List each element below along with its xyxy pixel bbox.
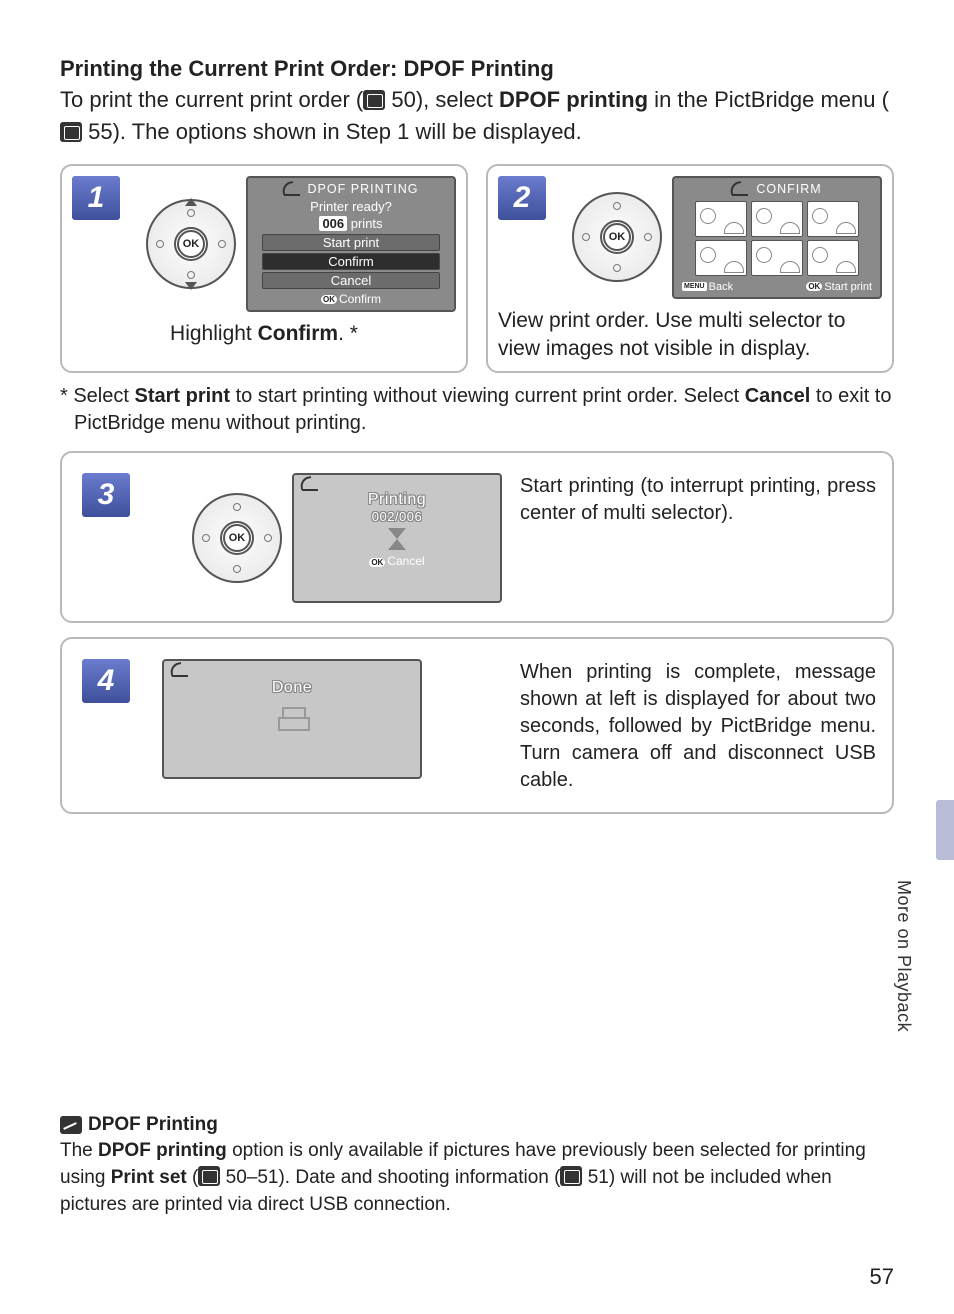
page-number: 57	[870, 1264, 894, 1290]
step-2-card: 2 OK CONFIRM MENUBack OKStart print View…	[486, 164, 894, 374]
footnote-bold: Cancel	[745, 385, 811, 407]
side-tab	[936, 800, 954, 860]
step-3-card: 3 OK Printing 002/006 OKCancel Start pri…	[60, 451, 894, 623]
multi-selector-dial: OK	[572, 192, 662, 282]
intro-text: 55). The options shown in Step 1 will be…	[82, 119, 582, 144]
camera-screen-printing: Printing 002/006 OKCancel	[292, 473, 502, 603]
mode-icon	[284, 184, 300, 196]
page-ref-icon	[363, 90, 385, 110]
step-caption: Start printing (to interrupt printing, p…	[512, 463, 882, 613]
step-number: 3	[82, 473, 130, 517]
note-bold: Print set	[111, 1167, 187, 1188]
mode-icon	[172, 665, 188, 677]
thumbnail-row	[680, 201, 874, 237]
camera-screen-dpof: DPOF PRINTING Printer ready? 006 prints …	[246, 176, 456, 312]
screen-title: CONFIRM	[756, 182, 821, 196]
steps-row-1-2: 1 OK DPOF PRINTING Printer ready? 006 pr…	[60, 164, 894, 374]
multi-selector-dial: OK	[192, 493, 282, 583]
menu-pill-icon: MENU	[682, 282, 707, 291]
note-title: DPOF Printing	[88, 1114, 218, 1136]
caption-text: Highlight	[170, 322, 258, 345]
screen-footer: OKCancel	[300, 554, 494, 568]
page-ref-icon	[560, 1166, 582, 1186]
note-body: The DPOF printing option is only availab…	[60, 1138, 894, 1218]
step-number: 1	[72, 176, 120, 220]
footnote-text: to start printing without viewing curren…	[230, 385, 745, 407]
screen-status: Printer ready?	[254, 198, 448, 215]
intro-text: in the PictBridge menu (	[648, 87, 889, 112]
back-label: MENUBack	[682, 281, 733, 293]
note-text: The	[60, 1140, 98, 1161]
ok-button-icon: OK	[600, 220, 634, 254]
camera-screen-confirm: CONFIRM MENUBack OKStart print	[672, 176, 882, 299]
step-caption: View print order. Use multi selector to …	[498, 307, 882, 364]
note-text: (	[187, 1167, 199, 1188]
step-number: 2	[498, 176, 546, 220]
menu-item-highlighted: Confirm	[262, 253, 440, 270]
note-bold: DPOF printing	[98, 1140, 227, 1161]
printer-icon	[278, 707, 306, 729]
pencil-icon	[60, 1116, 82, 1134]
footnote-bold: Start print	[134, 385, 230, 407]
step-caption: Highlight Confirm. *	[72, 320, 456, 348]
multi-selector-dial: OK	[146, 199, 236, 289]
ok-pill-icon: OK	[369, 558, 385, 567]
screen-footer: OKConfirm	[254, 292, 448, 306]
step-1-card: 1 OK DPOF PRINTING Printer ready? 006 pr…	[60, 164, 468, 374]
footer-label: Confirm	[339, 292, 381, 306]
footnote-text: * Select	[60, 385, 134, 407]
side-section-label: More on Playback	[893, 880, 914, 1032]
cancel-label: Cancel	[387, 554, 424, 568]
page-ref-icon	[198, 1166, 220, 1186]
ok-pill-icon: OK	[321, 295, 337, 304]
start-label: OKStart print	[806, 281, 872, 293]
intro-text: 50), select	[385, 87, 499, 112]
menu-item: Start print	[262, 234, 440, 251]
ok-button-icon: OK	[220, 521, 254, 555]
note-text: 50–51). Date and shooting information (	[220, 1167, 560, 1188]
hourglass-icon	[388, 528, 406, 550]
ok-button-icon: OK	[174, 227, 208, 261]
print-count: 006	[319, 216, 347, 231]
step-caption: When printing is complete, message shown…	[512, 649, 882, 804]
caption-bold: Confirm	[258, 322, 339, 345]
screen-title: DPOF PRINTING	[308, 182, 419, 196]
ok-pill-icon: OK	[806, 282, 822, 291]
intro-text: To print the current print order (	[60, 87, 363, 112]
menu-item: Cancel	[262, 272, 440, 289]
note-section: DPOF Printing The DPOF printing option i…	[60, 1114, 894, 1218]
printing-label: Printing	[300, 491, 494, 509]
intro-bold: DPOF printing	[499, 87, 648, 112]
printing-progress: 002/006	[300, 509, 494, 524]
footnote: * Select Start print to start printing w…	[60, 383, 894, 437]
prints-label: prints	[347, 216, 382, 231]
camera-screen-done: Done	[162, 659, 422, 779]
mode-icon	[302, 479, 318, 491]
page-ref-icon	[60, 122, 82, 142]
mode-icon	[732, 184, 748, 196]
thumbnail-row	[680, 240, 874, 276]
done-label: Done	[170, 679, 414, 697]
note-heading: DPOF Printing	[60, 1114, 894, 1136]
caption-text: . *	[338, 322, 358, 345]
step-number: 4	[82, 659, 130, 703]
section-heading: Printing the Current Print Order: DPOF P…	[60, 56, 894, 82]
screen-count-line: 006 prints	[254, 215, 448, 232]
intro-paragraph: To print the current print order ( 50), …	[60, 84, 894, 148]
step-4-card: 4 Done When printing is complete, messag…	[60, 637, 894, 814]
